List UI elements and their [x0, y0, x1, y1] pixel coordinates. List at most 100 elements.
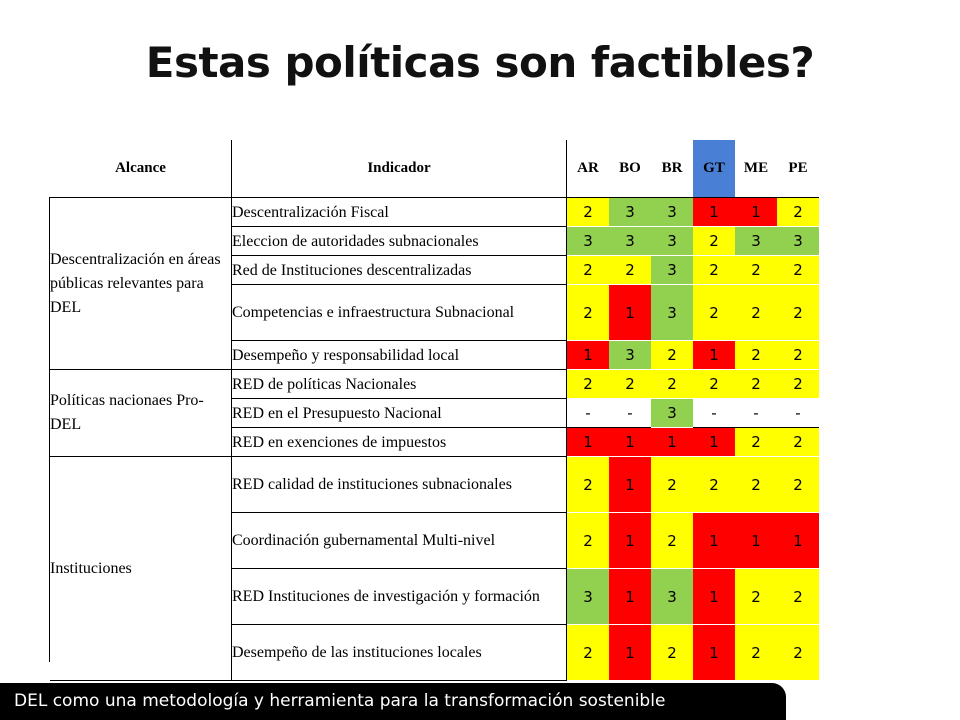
score-cell: 2: [693, 255, 735, 285]
table-row: RED en exenciones de impuestos 1 1 1 1 2 2: [50, 427, 819, 457]
score-cell: 1: [609, 568, 651, 625]
score-cell: 3: [777, 226, 819, 256]
score-cell: 2: [609, 369, 651, 399]
score-cell: 2: [735, 456, 777, 513]
alcance-cell: Descentralización en áreas públicas rele…: [50, 197, 232, 370]
score-cell: 3: [651, 197, 693, 227]
table-row: Eleccion de autoridades subnacionales 3 3 3…: [50, 226, 819, 256]
table-row: Coordinación gubernamental Multi-nivel 2 1…: [50, 512, 819, 569]
indicador-cell: RED Instituciones de investigación y for…: [231, 568, 567, 625]
table-row: RED Instituciones de investigación y for…: [50, 568, 819, 625]
indicador-cell: Coordinación gubernamental Multi-nivel: [231, 512, 567, 569]
score-cell: 1: [609, 512, 651, 569]
score-cell: 2: [735, 340, 777, 370]
header-country-pe: PE: [777, 140, 819, 198]
score-cell: 1: [609, 427, 651, 457]
score-cell: 1: [693, 512, 735, 569]
indicador-cell: RED de políticas Nacionales: [231, 369, 567, 399]
score-cell: 1: [693, 427, 735, 457]
score-cell: 2: [777, 369, 819, 399]
indicador-cell: Desempeño de las instituciones locales: [231, 624, 567, 681]
table-body: Descentralización en áreas públicas rele…: [50, 197, 819, 681]
score-cell: 2: [777, 427, 819, 457]
indicador-cell: Competencias e infraestructura Subnacion…: [231, 284, 567, 341]
header-country-me: ME: [735, 140, 777, 198]
score-cell: 2: [693, 456, 735, 513]
indicador-cell: Eleccion de autoridades subnacionales: [231, 226, 567, 256]
indicador-cell: Descentralización Fiscal: [231, 197, 567, 227]
score-cell: 2: [777, 255, 819, 285]
score-cell: 3: [566, 568, 609, 625]
header-indicador: Indicador: [231, 140, 567, 198]
score-cell: 2: [566, 369, 609, 399]
score-cell: 2: [735, 427, 777, 457]
score-cell: 2: [777, 624, 819, 681]
header-country-ar: AR: [566, 140, 609, 198]
score-cell: 2: [777, 197, 819, 227]
indicador-cell: Red de Instituciones descentralizadas: [231, 255, 567, 285]
score-cell: 1: [735, 512, 777, 569]
score-cell: 2: [651, 456, 693, 513]
score-cell: 1: [566, 340, 609, 370]
score-cell: -: [609, 398, 651, 428]
table-row: Desempeño y responsabilidad local 1 3 2 1 2 2: [50, 340, 819, 370]
score-cell: 1: [609, 624, 651, 681]
feasibility-table: Alcance Indicador AR BO BR GT ME PE Desc…: [50, 140, 819, 681]
indicador-cell: Desempeño y responsabilidad local: [231, 340, 567, 370]
score-cell: 1: [693, 197, 735, 227]
score-cell: 2: [566, 284, 609, 341]
score-cell: 2: [735, 369, 777, 399]
score-cell: 2: [651, 369, 693, 399]
table-header-row: Alcance Indicador AR BO BR GT ME PE: [50, 140, 819, 198]
table-left-border: [49, 197, 50, 662]
score-cell: 2: [566, 197, 609, 227]
score-cell: 1: [693, 624, 735, 681]
header-country-bo: BO: [609, 140, 651, 198]
score-cell: -: [777, 398, 819, 428]
score-cell: 1: [693, 568, 735, 625]
score-cell: 2: [777, 568, 819, 625]
score-cell: 2: [777, 284, 819, 341]
indicador-cell: RED calidad de instituciones subnacional…: [231, 456, 567, 513]
table-row: Competencias e infraestructura Subnacion…: [50, 284, 819, 341]
table-row: RED en el Presupuesto Nacional - -3- - -: [50, 398, 819, 428]
page-title: Estas políticas son factibles?: [145, 38, 815, 87]
score-cell: 3: [651, 226, 693, 256]
score-cell: 2: [735, 255, 777, 285]
header-alcance: Alcance: [50, 140, 232, 198]
score-cell: 2: [777, 340, 819, 370]
header-country-gt: GT: [693, 140, 735, 198]
score-cell: 1: [777, 512, 819, 569]
score-cell: 2: [693, 284, 735, 341]
footer-caption: DEL como una metodología y herramienta p…: [0, 683, 786, 720]
score-cell: 3: [735, 226, 777, 256]
score-cell: 1: [609, 284, 651, 341]
score-cell: 2: [609, 255, 651, 285]
score-cell: 2: [777, 456, 819, 513]
table-row: Descentralización en áreas públicas rele…: [50, 197, 819, 370]
score-cell: 1: [735, 197, 777, 227]
score-cell: 2: [651, 512, 693, 569]
indicador-cell: RED en exenciones de impuestos: [231, 427, 567, 457]
score-cell: 1: [651, 427, 693, 457]
score-cell: 2: [651, 340, 693, 370]
alcance-cell: Políticas nacionaes Pro-DEL: [50, 369, 232, 457]
score-cell: 3: [609, 197, 651, 227]
score-cell: 3: [651, 255, 693, 285]
score-cell: 2: [566, 255, 609, 285]
score-cell: 2: [566, 624, 609, 681]
score-cell: 3: [651, 398, 693, 428]
indicador-cell: RED en el Presupuesto Nacional: [231, 398, 567, 428]
score-cell: 1: [609, 456, 651, 513]
score-cell: -: [693, 398, 735, 428]
score-cell: 2: [693, 226, 735, 256]
score-cell: -: [566, 398, 609, 428]
score-cell: 2: [651, 624, 693, 681]
score-cell: 2: [735, 284, 777, 341]
score-cell: -: [735, 398, 777, 428]
score-cell: 2: [693, 369, 735, 399]
score-cell: 1: [566, 427, 609, 457]
score-cell: 2: [566, 512, 609, 569]
score-cell: 3: [651, 284, 693, 341]
score-cell: 3: [609, 226, 651, 256]
